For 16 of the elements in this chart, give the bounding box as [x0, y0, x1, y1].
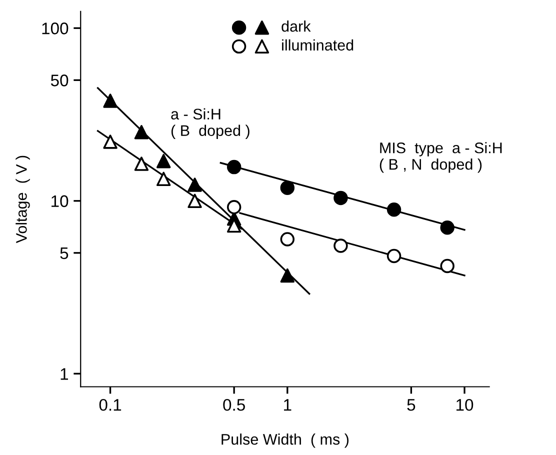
annotation: MIS type a - Si:H ( B , N doped )	[380, 142, 502, 173]
y-tick-label: 5	[60, 247, 68, 260]
x-tick-label: 1	[284, 399, 292, 411]
y-tick-label: 100	[42, 22, 68, 34]
y-tick-label: 50	[50, 74, 68, 86]
x-tick-label: 10	[456, 398, 474, 411]
annotation: a - Si:H ( B doped )	[171, 108, 250, 140]
y-tick-label: 1	[60, 368, 68, 380]
legend-label: dark	[282, 20, 311, 32]
y-tick-label: 10	[52, 195, 68, 208]
x-tick-label: 0.5	[223, 398, 245, 411]
legend-label: illuminated	[282, 39, 354, 51]
x-tick-label: 0.1	[99, 398, 122, 411]
y-axis-title: Voltage ( V )	[16, 156, 30, 244]
x-axis-title: Pulse Width ( ms )	[222, 434, 349, 448]
x-tick-label: 5	[407, 399, 416, 411]
